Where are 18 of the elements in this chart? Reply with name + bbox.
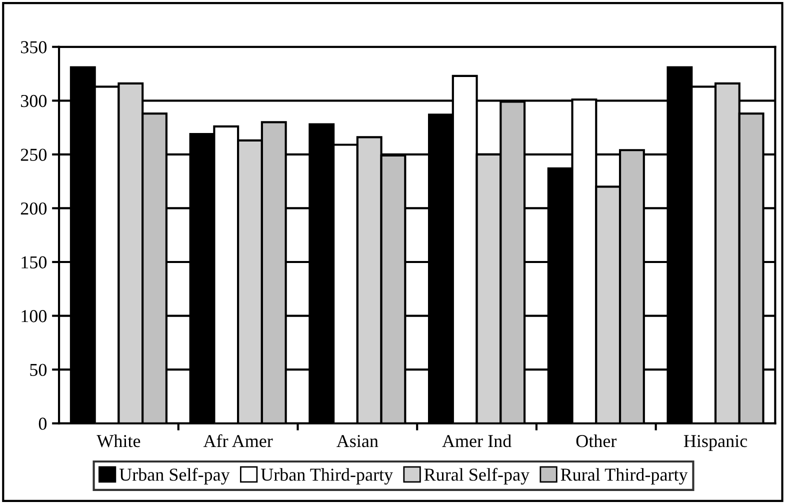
y-tick-label: 250	[20, 148, 47, 161]
y-tick-label: 200	[20, 202, 47, 215]
x-tick-label: Afr Amer	[203, 434, 273, 448]
y-tick-label: 100	[22, 310, 47, 322]
legend-label: Rural Third-party	[560, 468, 688, 485]
x-tick-label: Amer Ind	[442, 434, 512, 448]
y-tick-label: 300	[21, 94, 47, 108]
legend-label: Urban Third-party	[260, 468, 394, 485]
y-tick-label: 150	[22, 256, 47, 268]
x-tick-label: Hispanic	[684, 435, 748, 451]
x-tick-label: White	[96, 434, 140, 448]
x-tick-label: Asian	[336, 435, 378, 448]
y-tick-label: 50	[30, 364, 47, 376]
y-tick-label: 350	[21, 41, 47, 54]
x-tick-label: Other	[576, 434, 617, 448]
y-tick-label: 0	[38, 418, 47, 430]
legend-label: Rural Self-pay	[424, 468, 530, 485]
legend-label: Urban Self-pay	[119, 468, 230, 485]
